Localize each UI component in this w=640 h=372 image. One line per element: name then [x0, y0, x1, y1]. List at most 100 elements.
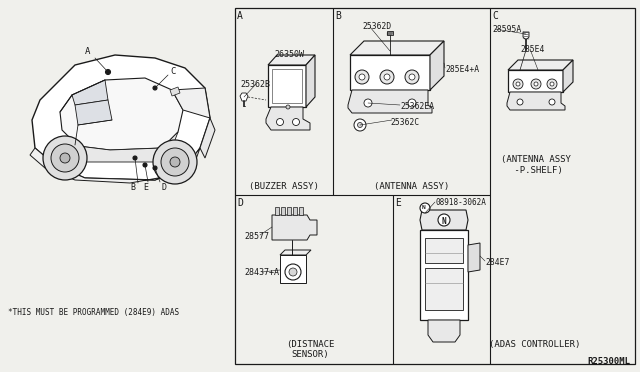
- Polygon shape: [170, 87, 180, 96]
- Polygon shape: [508, 60, 573, 70]
- Circle shape: [408, 99, 416, 107]
- Circle shape: [549, 99, 555, 105]
- Text: B: B: [335, 11, 341, 21]
- Polygon shape: [563, 60, 573, 92]
- Circle shape: [153, 166, 157, 170]
- Circle shape: [550, 82, 554, 86]
- Polygon shape: [348, 90, 432, 113]
- Polygon shape: [70, 132, 178, 162]
- Circle shape: [364, 99, 372, 107]
- Text: (ADAS CONTROLLER): (ADAS CONTROLLER): [490, 340, 580, 349]
- Text: A: A: [85, 48, 91, 57]
- Polygon shape: [272, 215, 317, 240]
- Circle shape: [106, 70, 111, 74]
- Circle shape: [43, 136, 87, 180]
- Circle shape: [285, 264, 301, 280]
- Text: (BUZZER ASSY): (BUZZER ASSY): [249, 182, 319, 191]
- Text: C: C: [492, 11, 498, 21]
- Text: 26350W: 26350W: [274, 50, 304, 59]
- Text: 28577: 28577: [244, 232, 269, 241]
- Text: C: C: [170, 67, 175, 77]
- Polygon shape: [75, 100, 112, 125]
- Circle shape: [420, 203, 430, 213]
- Polygon shape: [268, 55, 315, 65]
- Text: B: B: [130, 183, 135, 192]
- Text: 28437+A: 28437+A: [244, 268, 279, 277]
- Circle shape: [143, 163, 147, 167]
- Bar: [508, 70, 563, 92]
- Polygon shape: [428, 320, 460, 342]
- Text: E: E: [395, 198, 401, 208]
- Polygon shape: [387, 31, 393, 35]
- Circle shape: [355, 70, 369, 84]
- Text: (ANTENNA ASSY): (ANTENNA ASSY): [374, 182, 450, 191]
- Bar: [272, 69, 302, 103]
- Text: E: E: [143, 183, 148, 192]
- Bar: [287, 207, 291, 215]
- Circle shape: [384, 74, 390, 80]
- Text: 25362D: 25362D: [362, 22, 391, 31]
- Text: 25362EA: 25362EA: [400, 102, 434, 111]
- Polygon shape: [200, 118, 215, 158]
- Bar: [275, 207, 279, 215]
- Text: *THIS MUST BE PROGRAMMED (284E9) ADAS: *THIS MUST BE PROGRAMMED (284E9) ADAS: [8, 308, 179, 317]
- Bar: [268, 65, 306, 107]
- Polygon shape: [30, 148, 200, 183]
- Circle shape: [133, 156, 137, 160]
- Text: R25300ML: R25300ML: [587, 357, 630, 366]
- Text: 285E4+A: 285E4+A: [445, 65, 479, 74]
- Circle shape: [359, 74, 365, 80]
- Text: (DISTNACE
SENSOR): (DISTNACE SENSOR): [286, 340, 334, 359]
- Polygon shape: [420, 210, 468, 230]
- Circle shape: [354, 119, 366, 131]
- Text: 25362C: 25362C: [390, 118, 419, 127]
- Text: N: N: [441, 217, 445, 226]
- Text: A: A: [237, 11, 243, 21]
- Bar: [235, 8, 635, 364]
- Bar: [281, 207, 285, 215]
- Bar: [420, 230, 468, 320]
- Circle shape: [358, 122, 362, 128]
- Circle shape: [547, 79, 557, 89]
- Circle shape: [405, 70, 419, 84]
- Bar: [280, 255, 306, 283]
- Polygon shape: [507, 92, 565, 110]
- Bar: [299, 207, 303, 215]
- Polygon shape: [306, 55, 315, 107]
- Circle shape: [517, 99, 523, 105]
- Polygon shape: [266, 107, 310, 130]
- Circle shape: [51, 144, 79, 172]
- Circle shape: [409, 74, 415, 80]
- Polygon shape: [350, 41, 444, 55]
- Bar: [350, 55, 430, 90]
- Circle shape: [60, 153, 70, 163]
- Polygon shape: [523, 32, 529, 40]
- Text: D: D: [237, 198, 243, 208]
- Text: -P.SHELF): -P.SHELF): [509, 166, 563, 175]
- Polygon shape: [60, 78, 183, 150]
- Text: N: N: [422, 205, 426, 210]
- Text: 25362B: 25362B: [240, 80, 270, 89]
- Polygon shape: [280, 250, 311, 255]
- Circle shape: [289, 268, 297, 276]
- Text: 2B5E4: 2B5E4: [520, 45, 545, 54]
- Text: 28595A: 28595A: [492, 25, 521, 34]
- Circle shape: [534, 82, 538, 86]
- Polygon shape: [32, 55, 210, 180]
- Circle shape: [276, 119, 284, 125]
- Circle shape: [292, 119, 300, 125]
- Polygon shape: [240, 93, 248, 101]
- Circle shape: [438, 214, 450, 226]
- Circle shape: [531, 79, 541, 89]
- Text: (ANTENNA ASSY: (ANTENNA ASSY: [501, 155, 571, 164]
- Circle shape: [153, 140, 197, 184]
- Bar: [425, 238, 463, 263]
- Circle shape: [513, 79, 523, 89]
- Polygon shape: [172, 88, 210, 118]
- Polygon shape: [72, 80, 108, 105]
- Bar: [293, 207, 297, 215]
- Text: 08918-3062A: 08918-3062A: [435, 198, 486, 207]
- Circle shape: [170, 157, 180, 167]
- Circle shape: [516, 82, 520, 86]
- Circle shape: [380, 70, 394, 84]
